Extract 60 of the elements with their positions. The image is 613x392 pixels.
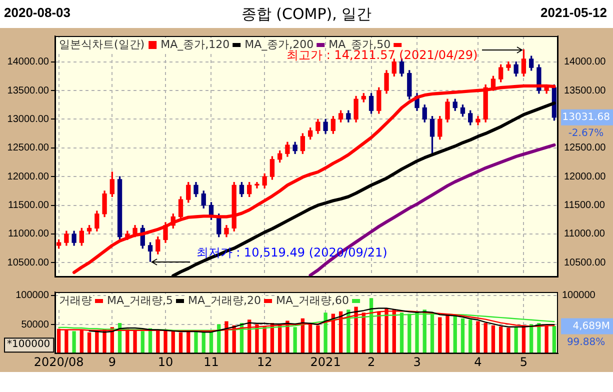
- bar: [506, 328, 510, 354]
- x-tick-label: 11: [204, 354, 219, 369]
- x-tick-label: 5: [520, 354, 528, 369]
- text: 13031.68: [562, 112, 610, 123]
- chart-title: 종합 (COMP), 일간: [241, 5, 372, 23]
- y-tick-label: 13500.00: [7, 85, 50, 96]
- y2-tick-label: 12500.00: [564, 142, 606, 154]
- y2-tick-label: 13500.00: [564, 85, 606, 96]
- bar: [476, 321, 480, 354]
- x-tick-label: 3: [413, 354, 421, 369]
- bar: [514, 327, 518, 354]
- y2-tick-label: 10500.00: [564, 257, 606, 268]
- bar: [202, 332, 206, 354]
- text: *100000: [7, 339, 50, 350]
- text: 100000: [562, 290, 596, 301]
- x-tick-label: 12: [256, 354, 272, 369]
- legend-label: MA_종가,200: [244, 38, 314, 51]
- bar: [537, 323, 541, 354]
- legend-label: 거래량: [59, 294, 92, 307]
- y2-tick-label: 12000.00: [564, 171, 606, 182]
- legend-label: 일본식차트(일간): [59, 38, 145, 51]
- bar: [552, 326, 556, 354]
- y-tick-label: 50000: [21, 319, 50, 330]
- legend-label: MA_종가,120: [160, 38, 230, 51]
- x-tick-label: 10: [158, 354, 174, 369]
- legend-label: MA_거래량,5: [107, 294, 174, 307]
- bar: [72, 331, 76, 354]
- bar: [491, 325, 496, 354]
- y-tick-label: 100000: [16, 290, 50, 302]
- x-tick-label: 2: [367, 354, 376, 369]
- legend-label: MA_거래량,60: [276, 294, 350, 307]
- bar: [164, 330, 168, 354]
- legend-label: MA_거래량,20: [188, 294, 262, 307]
- bar: [484, 323, 488, 354]
- text: 99.88%: [566, 336, 606, 348]
- bar: [438, 317, 442, 354]
- x-tick-label: 4: [474, 354, 482, 369]
- y-tick-label: 11500.00: [8, 200, 50, 212]
- x-tick-label: 9: [108, 354, 116, 369]
- text: 2021-05-12: [540, 5, 607, 20]
- bar: [460, 318, 465, 354]
- legend-label: MA_종가,50: [328, 38, 391, 51]
- bar: [171, 331, 175, 354]
- candlestick: [254, 182, 260, 188]
- y-tick-label: 14000.00: [7, 56, 50, 68]
- y-tick-label: 10500.00: [7, 257, 50, 268]
- bar: [468, 320, 472, 354]
- x-tick-label: 2020/08: [34, 354, 84, 369]
- y-tick-label: 13000.00: [7, 114, 50, 125]
- text: 4,689M: [572, 320, 610, 332]
- x-tick-label: 2021: [310, 354, 341, 369]
- y2-tick-label: 11500.00: [564, 200, 606, 212]
- y-tick-label: 12500.00: [7, 142, 50, 154]
- bar: [499, 326, 503, 354]
- text: -2.67%: [568, 128, 604, 139]
- y-tick-label: 11000.00: [8, 228, 50, 240]
- text: 2020-08-03: [4, 5, 70, 20]
- y2-tick-label: 14000.00: [564, 56, 606, 68]
- y2-tick-label: 11000.00: [564, 228, 606, 240]
- y-tick-label: 12000.00: [7, 171, 50, 182]
